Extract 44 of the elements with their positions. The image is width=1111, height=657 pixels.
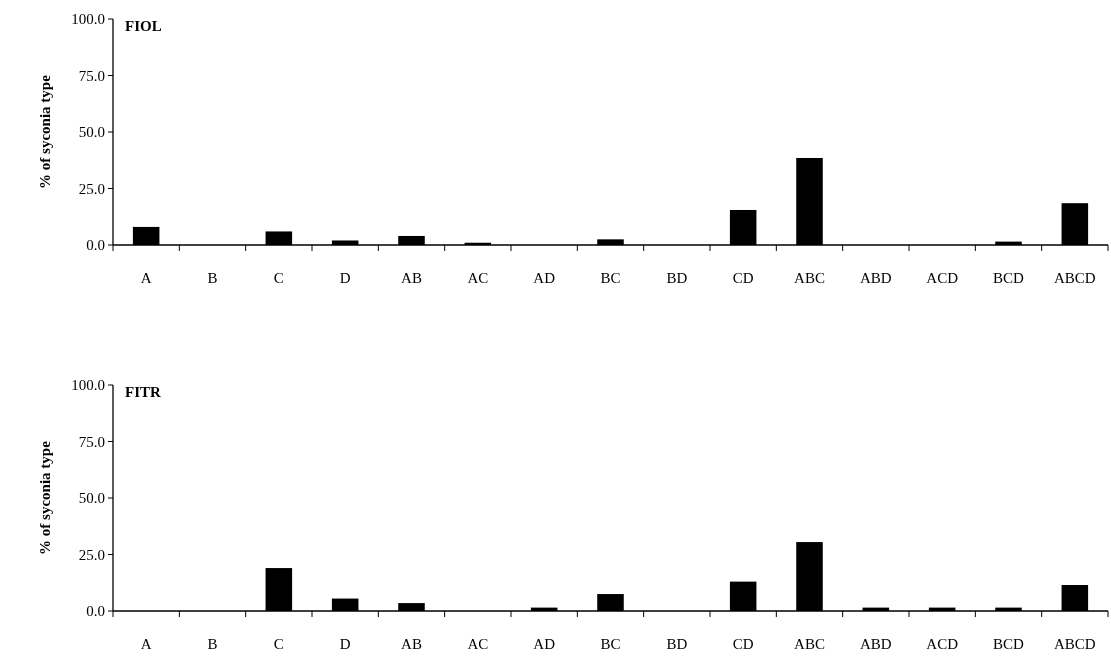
x-tick-label: ABCD [1053,270,1096,286]
x-tick-label: ABC [794,270,825,286]
y-tick-label: 75.0 [78,67,105,84]
x-tick-label: AD [533,270,556,286]
y-tick-label: 0.0 [86,237,105,254]
y-tick-label: 0.0 [86,603,105,620]
x-tick-label: A [140,636,152,652]
x-tick-label: B [207,270,218,286]
y-tick-label: 50.0 [78,124,105,141]
x-tick-label: ABD [860,270,892,286]
y-tick-label: 75.0 [78,433,105,450]
y-tick-label: 100.0 [71,11,105,28]
x-tick-label: ACD [926,270,959,286]
x-tick-label: CD [732,270,754,286]
x-tick-label: CD [732,636,754,652]
x-tick-label: B [207,636,218,652]
y-tick-label: 25.0 [78,180,105,197]
chart-title: FIOL [125,18,162,34]
x-tick-label: AC [467,636,489,652]
x-tick-label: AB [401,636,422,652]
x-tick-label: C [273,270,284,286]
y-axis-title: % of syconia type [37,440,53,555]
y-tick-label: 25.0 [78,546,105,563]
x-tick-label: ABCD [1053,636,1096,652]
y-tick-label: 50.0 [78,490,105,507]
x-tick-label: ACD [926,636,959,652]
chart-title: FITR [125,384,161,400]
x-tick-label: A [140,270,152,286]
x-tick-label: BD [666,636,688,652]
y-axis-title: % of syconia type [37,74,53,189]
x-tick-label: D [339,270,351,286]
y-tick-label: 100.0 [71,377,105,394]
x-tick-label: BCD [993,270,1025,286]
x-tick-label: C [273,636,284,652]
x-tick-label: AB [401,270,422,286]
x-tick-label: BCD [993,636,1025,652]
x-tick-label: BD [666,270,688,286]
x-tick-label: ABC [794,636,825,652]
x-tick-label: AD [533,636,556,652]
x-tick-label: AC [467,270,489,286]
x-tick-label: ABD [860,636,892,652]
x-tick-label: D [339,636,351,652]
x-tick-label: BC [600,270,621,286]
x-tick-label: BC [600,636,621,652]
